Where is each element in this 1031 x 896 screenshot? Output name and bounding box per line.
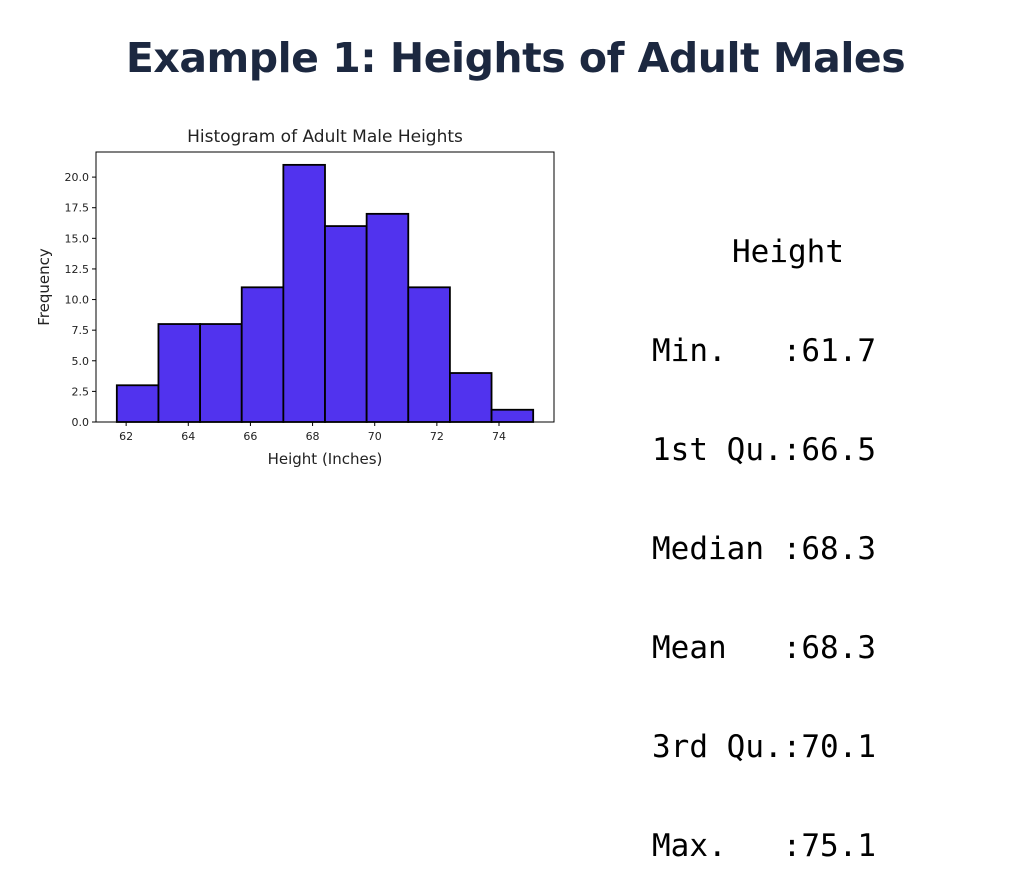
summary-row-min: Min. :61.7 (652, 333, 876, 369)
y-tick-label: 5.0 (72, 355, 90, 368)
summary-label: Median (652, 531, 783, 567)
x-tick-label: 68 (306, 430, 320, 443)
y-tick-label: 2.5 (72, 385, 90, 398)
summary-value: 70.1 (801, 729, 876, 765)
summary-row-1st-qu: 1st Qu.:66.5 (652, 432, 876, 468)
summary-label: Max. (652, 828, 783, 864)
histogram-bar (449, 372, 493, 423)
histogram-bar (365, 212, 410, 423)
histogram-bar (157, 323, 201, 423)
y-tick-label: 12.5 (65, 263, 90, 276)
x-tick-label: 70 (368, 430, 382, 443)
histogram-bar (324, 225, 368, 423)
y-tick-label: 7.5 (72, 324, 90, 337)
y-tick-label: 0.0 (72, 416, 90, 429)
summary-value: 68.3 (801, 531, 876, 567)
summary-row-median: Median :68.3 (652, 531, 876, 567)
summary-label: Min. (652, 333, 783, 369)
x-axis-label: Height (Inches) (268, 450, 383, 468)
x-tick-label: 74 (492, 430, 506, 443)
y-tick-label: 20.0 (65, 171, 90, 184)
chart-title: Histogram of Adult Male Heights (187, 127, 463, 147)
summary-row-3rd-qu: 3rd Qu.:70.1 (652, 729, 876, 765)
summary-value: 75.1 (801, 828, 876, 864)
summary-label: 1st Qu. (652, 432, 783, 468)
y-tick-label: 10.0 (65, 294, 90, 307)
histogram-bar (282, 163, 326, 423)
summary-row-max: Max. :75.1 (652, 828, 876, 864)
y-axis-label: Frequency (35, 248, 53, 326)
x-tick-label: 64 (181, 430, 195, 443)
summary-label: Mean (652, 630, 783, 666)
histogram-bar (407, 286, 451, 423)
histogram-bar (240, 286, 285, 423)
histogram-bar (490, 408, 535, 423)
summary-statistics: Height Min. :61.7 1st Qu.:66.5 Median :6… (652, 170, 876, 896)
summary-label: 3rd Qu. (652, 729, 783, 765)
plot-frame (95, 151, 555, 423)
summary-value: 66.5 (801, 432, 876, 468)
summary-header: Height (732, 234, 844, 270)
histogram-bar (199, 323, 243, 423)
x-tick-label: 62 (119, 430, 133, 443)
histogram-svg: 62 64 66 68 70 72 74 0.0 2.5 5.0 7.5 10.0 12.5 15.0 17… (35, 127, 555, 468)
summary-row-mean: Mean :68.3 (652, 630, 876, 666)
x-tick-label: 66 (243, 430, 257, 443)
histogram-bar (115, 384, 160, 423)
histogram-chart: 62 64 66 68 70 72 74 0.0 2.5 5.0 7.5 10.0 12.5 15.0 17… (0, 110, 590, 510)
summary-value: 61.7 (801, 333, 876, 369)
summary-value: 68.3 (801, 630, 876, 666)
slide-title: Example 1: Heights of Adult Males (125, 34, 906, 82)
x-tick-label: 72 (430, 430, 444, 443)
y-tick-label: 17.5 (65, 202, 90, 215)
y-tick-label: 15.0 (65, 232, 90, 245)
